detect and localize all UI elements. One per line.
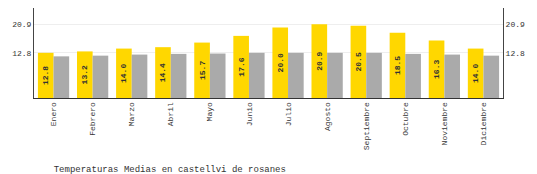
- svg-text:Noviembre: Noviembre: [440, 102, 449, 145]
- svg-text:Septiembre: Septiembre: [362, 102, 371, 150]
- svg-text:15.7: 15.7: [198, 61, 207, 80]
- svg-text:20.9: 20.9: [12, 20, 31, 29]
- svg-text:Febrero: Febrero: [88, 102, 97, 136]
- svg-text:13.2: 13.2: [80, 65, 89, 84]
- svg-text:Enero: Enero: [49, 102, 58, 126]
- svg-text:Abril: Abril: [166, 102, 175, 126]
- svg-text:Agosto: Agosto: [323, 102, 332, 131]
- svg-text:Octubre: Octubre: [401, 102, 410, 136]
- svg-text:Julio: Julio: [284, 102, 293, 126]
- svg-text:12.8: 12.8: [12, 49, 31, 58]
- svg-text:20.9: 20.9: [315, 51, 324, 70]
- svg-text:18.5: 18.5: [393, 56, 402, 75]
- svg-text:14.0: 14.0: [471, 64, 480, 83]
- svg-text:20.9: 20.9: [506, 20, 525, 29]
- svg-text:20.0: 20.0: [276, 53, 285, 72]
- svg-text:Mayo: Mayo: [205, 102, 214, 121]
- svg-text:17.6: 17.6: [237, 57, 246, 76]
- svg-text:16.3: 16.3: [432, 60, 441, 79]
- svg-text:12.8: 12.8: [41, 66, 50, 85]
- svg-text:Temperaturas Medias en castell: Temperaturas Medias en castellvi de rosa…: [54, 165, 286, 174]
- svg-text:Diciembre: Diciembre: [479, 102, 488, 145]
- svg-text:Junio: Junio: [245, 102, 254, 126]
- svg-text:14.0: 14.0: [119, 64, 128, 83]
- svg-text:Marzo: Marzo: [127, 102, 136, 126]
- svg-text:12.8: 12.8: [506, 49, 525, 58]
- svg-text:20.5: 20.5: [354, 52, 363, 71]
- svg-text:14.4: 14.4: [158, 63, 167, 82]
